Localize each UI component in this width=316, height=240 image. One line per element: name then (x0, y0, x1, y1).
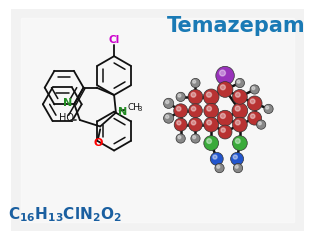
Circle shape (215, 163, 224, 173)
Circle shape (206, 92, 211, 97)
Circle shape (207, 139, 211, 144)
Circle shape (216, 66, 234, 85)
Circle shape (210, 152, 223, 165)
Text: HO: HO (59, 113, 74, 123)
Circle shape (204, 117, 219, 132)
Circle shape (207, 106, 211, 111)
Circle shape (235, 78, 245, 88)
Circle shape (188, 90, 203, 104)
Circle shape (164, 113, 174, 123)
Circle shape (217, 110, 233, 126)
Circle shape (191, 92, 196, 97)
Circle shape (189, 118, 203, 132)
Circle shape (166, 100, 169, 103)
Circle shape (191, 78, 200, 88)
Circle shape (235, 106, 240, 111)
Circle shape (250, 85, 259, 94)
Circle shape (233, 90, 247, 104)
Circle shape (166, 115, 169, 118)
Circle shape (233, 117, 247, 132)
Circle shape (221, 128, 225, 132)
Circle shape (237, 80, 240, 83)
Circle shape (207, 120, 211, 125)
Text: Temazepam: Temazepam (167, 16, 306, 36)
Circle shape (174, 104, 188, 118)
Circle shape (220, 85, 225, 90)
Text: O: O (94, 138, 103, 148)
Circle shape (217, 82, 233, 97)
Text: Cl: Cl (108, 36, 120, 45)
Text: $\mathregular{C_{16}H_{13}ClN_2O_2}$: $\mathregular{C_{16}H_{13}ClN_2O_2}$ (8, 205, 122, 224)
Circle shape (191, 107, 196, 111)
Circle shape (178, 136, 181, 139)
Circle shape (248, 111, 262, 125)
Circle shape (177, 107, 181, 111)
Circle shape (235, 139, 240, 144)
Circle shape (217, 165, 220, 168)
Circle shape (213, 155, 217, 159)
Text: CH: CH (127, 102, 140, 112)
Circle shape (204, 103, 219, 118)
Text: N: N (118, 107, 127, 117)
Circle shape (252, 87, 255, 90)
Circle shape (234, 163, 243, 173)
Text: 3: 3 (138, 106, 142, 112)
Circle shape (189, 104, 203, 118)
Circle shape (176, 92, 185, 102)
Circle shape (232, 103, 248, 119)
Circle shape (203, 89, 219, 105)
Circle shape (247, 96, 262, 111)
Circle shape (264, 104, 273, 114)
Circle shape (235, 120, 240, 125)
Circle shape (204, 136, 219, 150)
Circle shape (193, 136, 196, 139)
Circle shape (164, 98, 174, 108)
Circle shape (266, 106, 269, 109)
Text: N: N (63, 98, 72, 108)
Circle shape (191, 120, 196, 125)
Circle shape (220, 70, 225, 76)
Circle shape (257, 120, 266, 129)
Circle shape (250, 99, 255, 104)
Circle shape (233, 155, 237, 159)
Circle shape (220, 114, 225, 119)
Circle shape (235, 165, 238, 168)
Circle shape (177, 121, 181, 125)
Circle shape (231, 152, 244, 165)
Circle shape (191, 134, 200, 143)
Circle shape (176, 134, 185, 143)
Circle shape (193, 80, 196, 83)
Circle shape (233, 136, 247, 150)
Circle shape (251, 114, 255, 118)
Circle shape (258, 122, 261, 125)
Circle shape (218, 125, 232, 139)
Circle shape (174, 118, 187, 131)
Circle shape (178, 94, 181, 97)
Circle shape (235, 92, 240, 97)
